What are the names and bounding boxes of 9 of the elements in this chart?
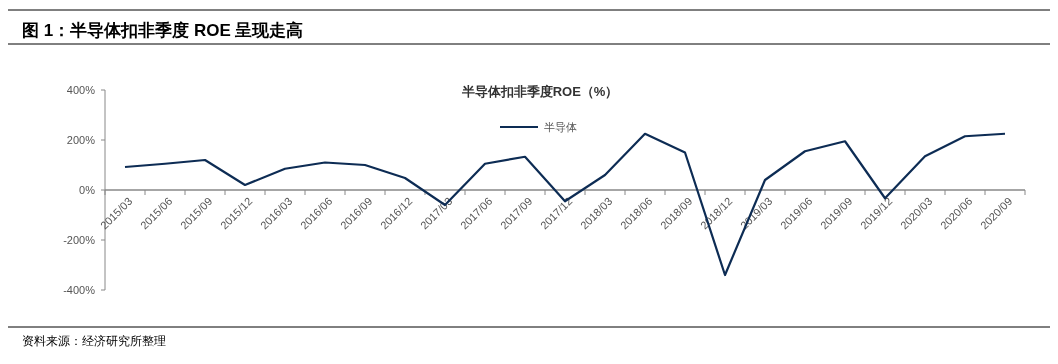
y-tick-label: -200% [63, 234, 96, 246]
y-tick-label: -400% [63, 284, 96, 296]
y-tick-label: 0% [79, 184, 96, 196]
chart-title: 图 1：半导体扣非季度 ROE 呈现走高 [22, 21, 304, 40]
y-tick-label: 200% [66, 134, 96, 146]
chart-subtitle: 半导体扣非季度ROE（%） [460, 84, 619, 99]
legend-label: 半导体 [544, 121, 577, 133]
text: 资料来源：经济研究所整理 [22, 334, 166, 348]
y-tick-label: 400% [66, 84, 96, 96]
